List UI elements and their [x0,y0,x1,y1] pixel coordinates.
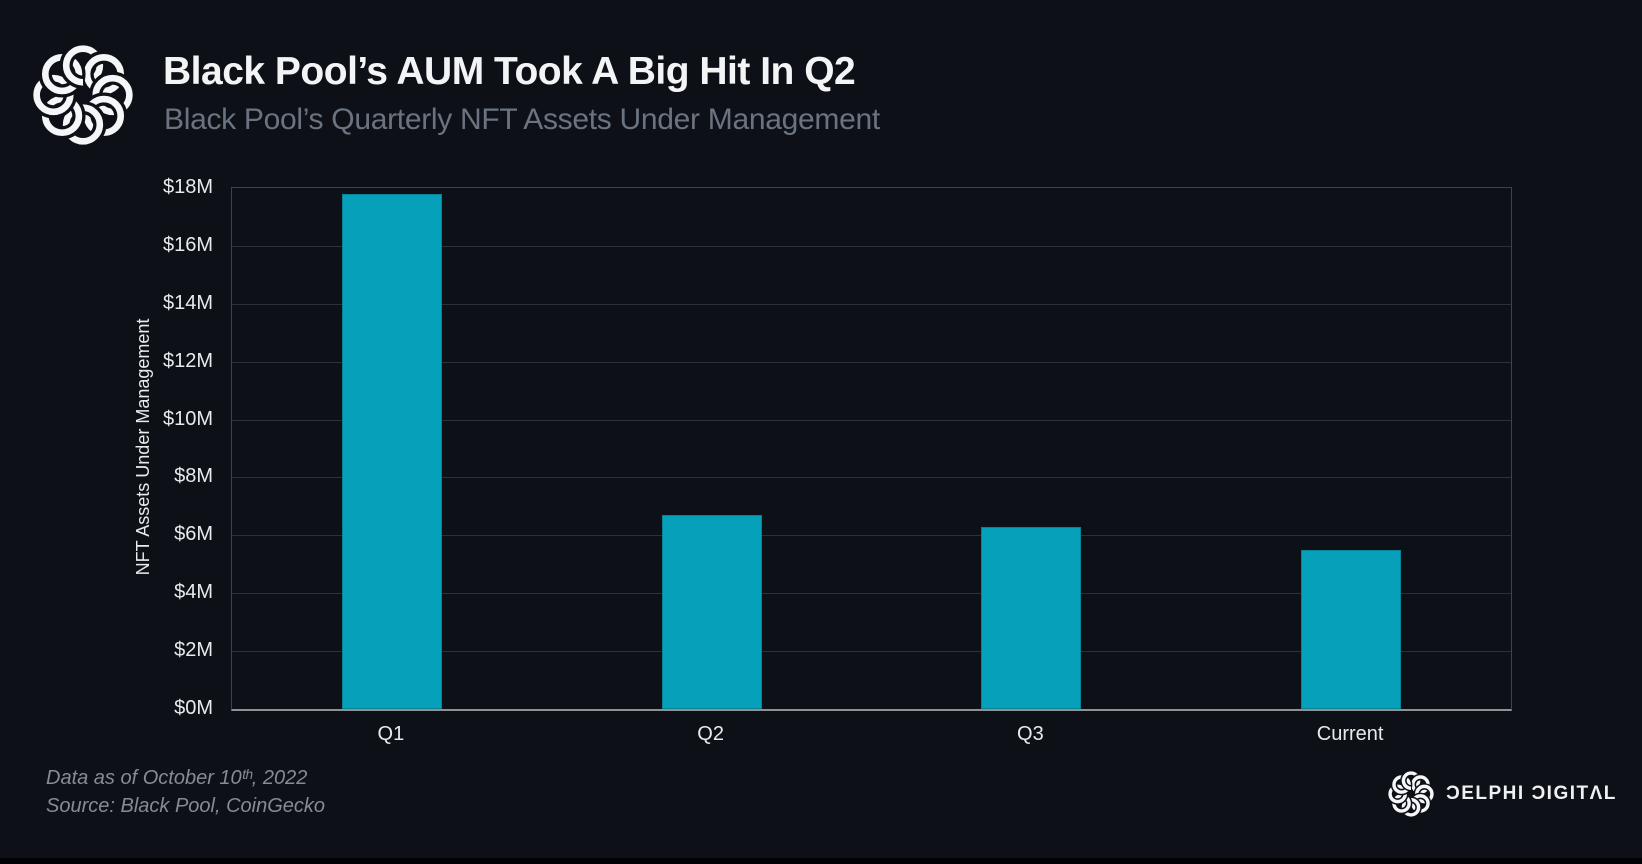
y-tick-label: $6M [174,523,213,546]
plot-area [231,187,1512,711]
gridline-4m [232,593,1511,595]
y-tick-label: $4M [174,581,213,604]
y-tick-label: $2M [174,639,213,662]
y-tick-label: $14M [162,291,213,314]
x-tick-label-q1: Q1 [377,723,405,745]
bar-q3 [981,526,1082,709]
delphi-knot-logo [32,42,134,148]
delphi-knot-icon [1388,770,1434,818]
gridline-8m [232,477,1511,479]
gridline-14m [232,303,1511,305]
x-tick-label-current: Current [1316,723,1384,745]
y-tick-label: $16M [162,233,213,256]
footnote-date: Data as of October 10ᵗʰ, 2022 [46,767,308,789]
footnote: Data as of October 10ᵗʰ, 2022 Source: Bl… [46,764,325,820]
gridline-6m [232,535,1511,537]
gridline-2m [232,651,1511,653]
y-tick-label: $8M [174,465,213,488]
y-tick-label: $10M [162,407,213,430]
gridline-12m [232,361,1511,363]
x-tick-label-q3: Q3 [1017,723,1044,745]
bottom-edge [0,858,1642,864]
bar-q2 [661,515,762,709]
gridline-10m [232,419,1511,421]
brand-lockup: ƆELPHI ƆIGITΛL [1388,770,1617,818]
y-tick-label: $0M [174,697,213,719]
gridline-16m [232,245,1511,247]
y-tick-label: $18M [162,176,213,198]
x-tick-label-q2: Q2 [697,723,724,745]
chart-title: Black Pool’s AUM Took A Big Hit In Q2 [163,50,856,93]
bar-current [1301,549,1402,709]
y-tick-label: $12M [162,349,213,372]
brand-wordmark: ƆELPHI ƆIGITΛL [1446,783,1617,804]
bar-q1 [341,193,442,709]
footnote-source: Source: Black Pool, CoinGecko [46,795,326,817]
chart-subtitle: Black Pool’s Quarterly NFT Assets Under … [164,103,880,136]
